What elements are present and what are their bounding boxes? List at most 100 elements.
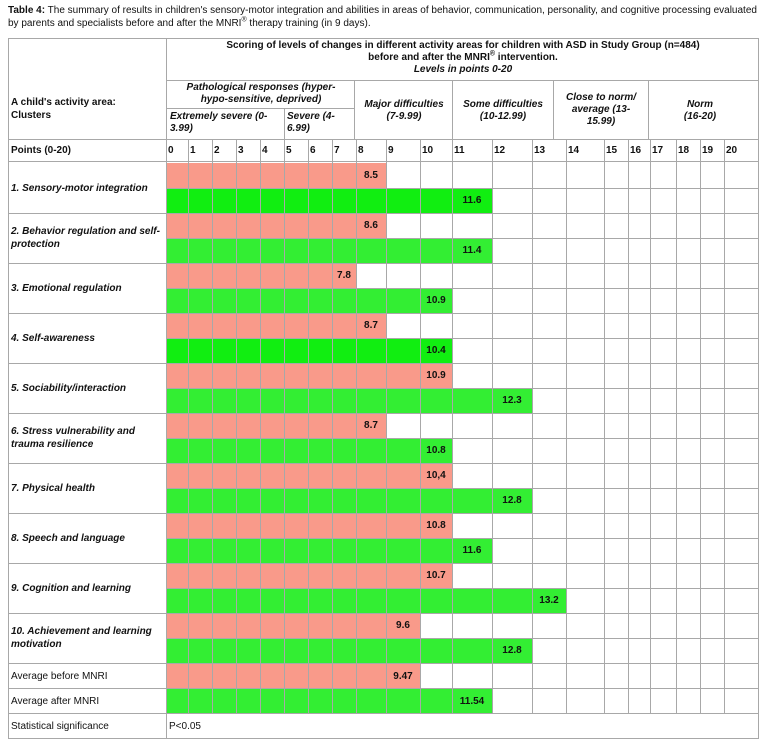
cluster-7-after-value-cell <box>492 488 532 513</box>
title-line-2-sup: ® <box>489 50 496 58</box>
cluster-6-before-value-cell <box>356 413 386 438</box>
cluster-6-before-fill <box>166 413 356 438</box>
points-top-line <box>8 139 758 140</box>
point-4: 4 <box>262 145 268 156</box>
row-mid-line-5 <box>166 388 758 389</box>
col-line-16 <box>628 139 629 714</box>
point-1: 1 <box>190 145 196 156</box>
col-line-17 <box>650 139 651 714</box>
border-bottom <box>8 738 759 739</box>
col-line-8 <box>356 139 357 714</box>
col-line-14 <box>566 139 567 714</box>
cluster-4-after-value: 10.4 <box>426 345 446 356</box>
point-11: 11 <box>454 145 465 156</box>
significance-value: P<0.05 <box>169 720 201 732</box>
point-12: 12 <box>494 145 506 156</box>
point-5: 5 <box>286 145 292 156</box>
col-line-5 <box>284 139 285 714</box>
col-line-2 <box>212 139 213 714</box>
average-after-label: Average after MNRI <box>11 695 100 707</box>
cluster-9-before-value: 10.7 <box>426 570 446 581</box>
border-top <box>8 38 759 39</box>
point-13: 13 <box>534 145 546 156</box>
cluster-label-1: 1. Sensory-motor integration <box>11 182 148 194</box>
severe-left-line <box>284 108 285 139</box>
cluster-9-before-value-cell <box>420 563 452 588</box>
row-bottom-line-5 <box>8 413 758 414</box>
cluster-5-before-value-cell <box>420 363 452 388</box>
cluster-7-after-value: 12.8 <box>502 495 522 506</box>
cluster-4-after-value-cell <box>420 338 452 363</box>
row-mid-line-1 <box>166 188 758 189</box>
average-after-fill <box>166 689 452 714</box>
cluster-9-before-fill <box>166 563 420 588</box>
cluster-3-after-value-cell <box>420 288 452 313</box>
cluster-4-before-fill <box>166 313 356 338</box>
cluster-5-after-value-cell <box>492 388 532 413</box>
point-19: 19 <box>702 145 714 156</box>
cluster-1-after-value-cell <box>452 188 492 213</box>
category-line-0 <box>354 80 355 139</box>
cluster-7-before-fill <box>166 463 420 488</box>
point-15: 15 <box>606 145 618 156</box>
cluster-5-before-value: 10.9 <box>426 370 446 381</box>
point-7: 7 <box>334 145 340 156</box>
row-bottom-line-2 <box>8 263 758 264</box>
cluster-label-8: 8. Speech and language <box>11 532 125 544</box>
row-bottom-line-4 <box>8 363 758 364</box>
row-mid-line-4 <box>166 338 758 339</box>
row-mid-line-3 <box>166 288 758 289</box>
col-line-15 <box>604 139 605 714</box>
points-header: Points (0-20) <box>11 144 72 156</box>
cluster-label-2: 2. Behavior regulation and self-protecti… <box>11 226 160 250</box>
cluster-label-6: 6. Stress vulnerability and trauma resil… <box>11 426 135 450</box>
header-some-difficulties: Some difficulties (10-12.99) <box>463 99 543 122</box>
corner-line-1: A child's activity area: <box>11 97 116 108</box>
cluster-8-before-value: 10.8 <box>426 520 446 531</box>
col-line-13 <box>532 139 533 714</box>
cluster-label-9: 9. Cognition and learning <box>11 582 131 594</box>
cluster-8-before-fill <box>166 513 420 538</box>
caption-text: The summary of results in children's sen… <box>8 5 757 29</box>
row-mid-line-2 <box>166 238 758 239</box>
row-mid-line-10 <box>166 638 758 639</box>
cluster-label-4: 4. Self-awareness <box>11 332 95 344</box>
col-line-12 <box>492 139 493 714</box>
cluster-4-before-value-cell <box>356 313 386 338</box>
significance-label: Statistical significance <box>11 720 109 732</box>
cluster-10-after-value: 12.8 <box>502 645 522 656</box>
col-line-4 <box>260 139 261 714</box>
col-line-1 <box>188 139 189 714</box>
point-2: 2 <box>214 145 220 156</box>
caption-label: Table 4: <box>8 5 46 16</box>
cluster-9-after-value: 13.2 <box>539 595 559 606</box>
title-line-1: Scoring of levels of changes in differen… <box>226 40 700 51</box>
col-line-19 <box>700 139 701 714</box>
cluster-1-before-value-cell <box>356 163 386 188</box>
cluster-9-after-value-cell <box>532 588 566 613</box>
cluster-3-before-value-cell <box>332 263 356 288</box>
cluster-10-after-fill <box>166 638 492 663</box>
row-bottom-line-3 <box>8 313 758 314</box>
average-before-label: Average before MNRI <box>11 670 108 682</box>
average-before-value-cell <box>386 664 420 689</box>
point-18: 18 <box>678 145 690 156</box>
col-line-9 <box>386 139 387 714</box>
header-norm: Norm (16-20) <box>683 99 717 122</box>
cluster-1-after-value: 11.6 <box>462 195 482 206</box>
cluster-8-after-value-cell <box>452 538 492 563</box>
cluster-1-before-fill <box>166 163 356 188</box>
cluster-6-after-fill <box>166 438 420 463</box>
corner-header: A child's activity area: Clusters <box>8 80 166 138</box>
col-line-20 <box>724 139 725 714</box>
col-line-18 <box>676 139 677 714</box>
title-line-2: before and after the MNRI® intervention. <box>168 50 758 64</box>
caption-sup: ® <box>241 16 247 24</box>
cluster-7-after-fill <box>166 488 492 513</box>
point-10: 10 <box>422 145 434 156</box>
cluster-3-before-fill <box>166 263 332 288</box>
cluster-7-before-value: 10,4 <box>426 470 446 481</box>
cluster-10-before-value-cell <box>386 613 420 638</box>
cluster-7-before-value-cell <box>420 463 452 488</box>
